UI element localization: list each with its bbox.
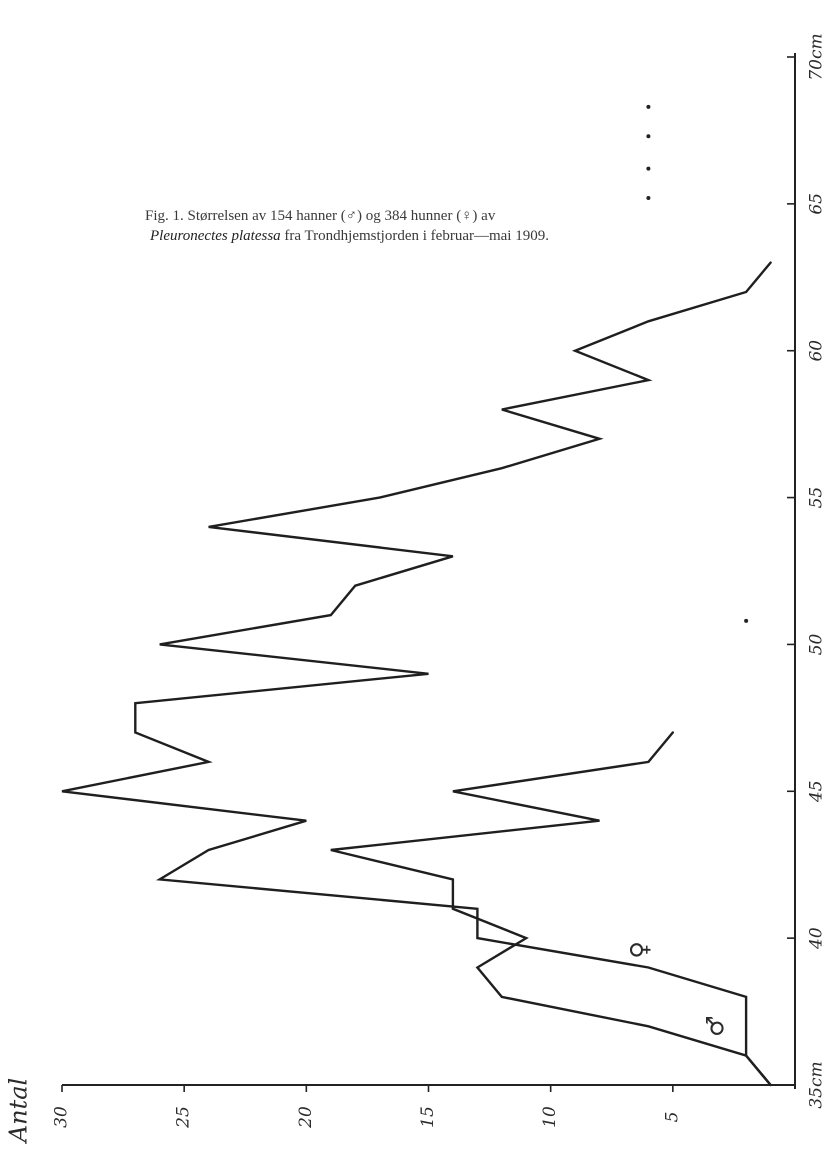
length-tick-label: 45 — [807, 780, 827, 803]
length-tick-label: 40 — [807, 927, 827, 950]
count-tick-label: 10 — [540, 1106, 560, 1128]
figure-caption: Fig. 1. Størrelsen av 154 hanner (♂) og … — [145, 208, 549, 244]
count-tick-label: 15 — [418, 1106, 438, 1128]
male-series-line — [330, 731, 772, 1087]
caption-line-1: Fig. 1. Størrelsen av 154 hanner (♂) og … — [145, 208, 496, 224]
labels-layer: 35cm 40 45 50 55 60 65 70cm 5 10 15 20 25 30 Antal ♂ ♀ — [5, 33, 827, 1144]
length-tick-label: 50 — [807, 633, 827, 655]
count-tick-label: 5 — [662, 1112, 682, 1123]
length-tick-label: 60 — [807, 340, 827, 362]
caption-line-2: Pleuronectes platessa fra Trondhjemstjor… — [149, 228, 549, 244]
length-tick-label: 65 — [807, 193, 827, 215]
count-axis-title: Antal — [5, 1078, 33, 1144]
male-series-label: ♂ — [701, 1015, 729, 1037]
series-layer — [61, 104, 772, 1087]
stray-dot — [744, 618, 749, 623]
axes — [61, 53, 796, 1092]
species-name: Pleuronectes platessa — [149, 228, 281, 244]
female-series-line — [61, 261, 772, 1087]
stray-dot — [646, 134, 651, 139]
count-tick-label: 25 — [174, 1106, 194, 1129]
female-series-label: ♀ — [626, 941, 654, 959]
count-tick-label: 30 — [52, 1106, 72, 1128]
length-tick-label: 55 — [807, 487, 827, 509]
stray-dot — [646, 104, 651, 109]
stray-dot — [646, 166, 651, 171]
length-tick-label: 35cm — [807, 1061, 827, 1108]
stray-dot — [646, 195, 651, 200]
length-tick-label: 70cm — [807, 33, 827, 80]
caption-line-2-rest: fra Trondhjemstjorden i februar—mai 1909… — [281, 228, 549, 244]
count-tick-label: 20 — [296, 1106, 316, 1129]
